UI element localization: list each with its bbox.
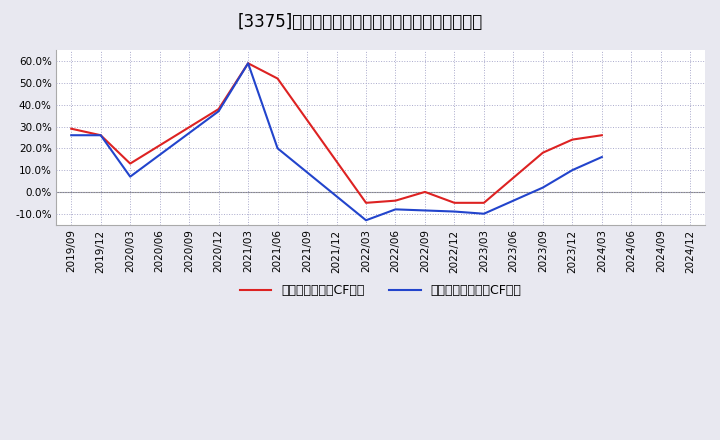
- 有利子負債フリーCF比率: [539, 185, 547, 190]
- 有利子負債営業CF比率: [244, 61, 253, 66]
- Legend: 有利子負債営業CF比率, 有利子負債フリーCF比率: 有利子負債営業CF比率, 有利子負債フリーCF比率: [235, 279, 526, 302]
- 有利子負債フリーCF比率: [215, 109, 223, 114]
- 有利子負債営業CF比率: [480, 200, 488, 205]
- 有利子負債営業CF比率: [274, 76, 282, 81]
- 有利子負債フリーCF比率: [126, 174, 135, 179]
- 有利子負債フリーCF比率: [244, 61, 253, 66]
- 有利子負債営業CF比率: [96, 132, 105, 138]
- 有利子負債営業CF比率: [67, 126, 76, 131]
- Line: 有利子負債営業CF比率: 有利子負債営業CF比率: [71, 63, 602, 203]
- 有利子負債フリーCF比率: [67, 132, 76, 138]
- 有利子負債フリーCF比率: [274, 146, 282, 151]
- 有利子負債営業CF比率: [598, 132, 606, 138]
- 有利子負債営業CF比率: [215, 106, 223, 112]
- 有利子負債フリーCF比率: [420, 208, 429, 213]
- Line: 有利子負債フリーCF比率: 有利子負債フリーCF比率: [71, 63, 602, 220]
- 有利子負債フリーCF比率: [480, 211, 488, 216]
- 有利子負債フリーCF比率: [598, 154, 606, 160]
- 有利子負債フリーCF比率: [568, 168, 577, 173]
- 有利子負債フリーCF比率: [450, 209, 459, 214]
- 有利子負債営業CF比率: [126, 161, 135, 166]
- 有利子負債営業CF比率: [361, 200, 370, 205]
- 有利子負債営業CF比率: [539, 150, 547, 155]
- 有利子負債営業CF比率: [568, 137, 577, 142]
- 有利子負債フリーCF比率: [391, 207, 400, 212]
- 有利子負債営業CF比率: [450, 200, 459, 205]
- Text: [3375]　有利子負債キャッシュフロー比率の推移: [3375] 有利子負債キャッシュフロー比率の推移: [238, 13, 482, 31]
- 有利子負債営業CF比率: [391, 198, 400, 203]
- 有利子負債フリーCF比率: [361, 218, 370, 223]
- 有利子負債フリーCF比率: [96, 132, 105, 138]
- 有利子負債営業CF比率: [420, 189, 429, 194]
